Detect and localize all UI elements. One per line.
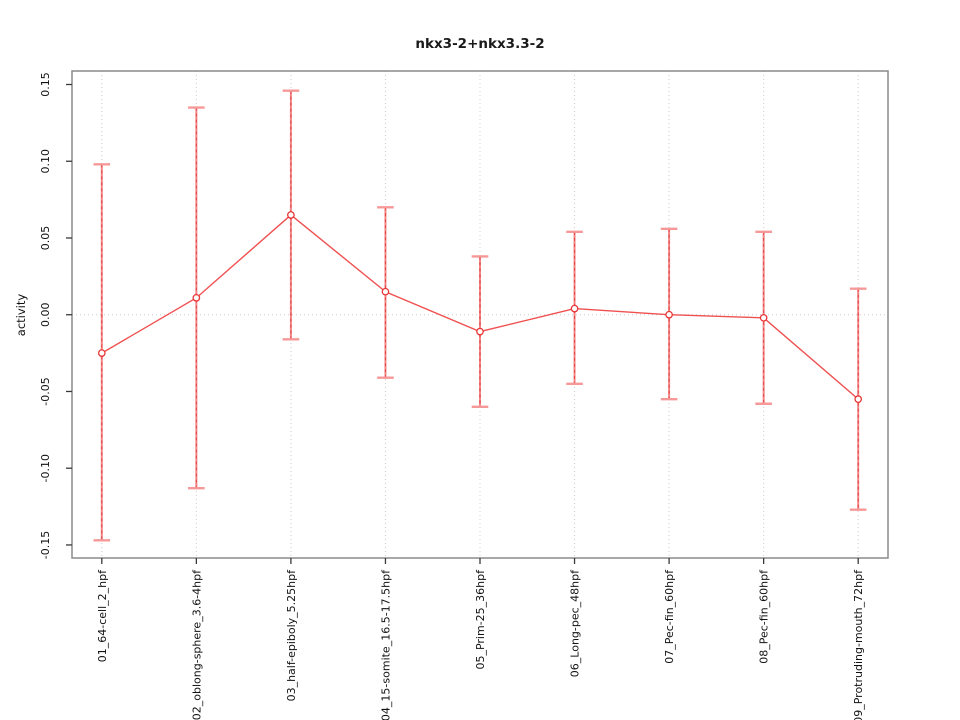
x-tick-label: 09_Protruding-mouth_72hpf xyxy=(852,569,865,720)
data-point xyxy=(759,313,768,322)
plot-area: -0.15 -0.10 -0.05 0.00 0.05 0.10 0.15 01_64-cel… xyxy=(39,70,889,720)
x-tick-label: 08_Pec-fin_60hpf xyxy=(758,569,771,664)
x-tick-label: 07_Pec-fin_60hpf xyxy=(663,569,676,664)
data-point xyxy=(287,211,295,219)
data-point xyxy=(97,349,106,357)
data-point xyxy=(192,293,201,302)
y-tick-label: -0.10 xyxy=(39,454,52,482)
y-tick-label: 0.00 xyxy=(39,302,52,327)
y-tick-label: -0.05 xyxy=(39,377,52,405)
data-point xyxy=(854,395,863,403)
x-tick-label: 03_half-epiboly_5.25hpf xyxy=(285,569,298,702)
x-tick-label: 02_oblong-sphere_3.6-4hpf xyxy=(190,569,203,720)
x-tick-label: 05_Prim-25_36hpf xyxy=(474,569,487,670)
chart-title: nkx3-2+nkx3.3-2 xyxy=(415,36,544,52)
data-point xyxy=(570,304,579,313)
y-tick-label: 0.05 xyxy=(39,226,52,251)
y-tick-label: 0.15 xyxy=(39,72,52,97)
data-point xyxy=(476,327,484,336)
x-tick-label: 04_15-somite_16.5-17.5hpf xyxy=(379,569,392,720)
x-tick-label: 01_64-cell_2_hpf xyxy=(96,569,109,662)
data-point xyxy=(665,310,673,319)
y-axis-title: activity xyxy=(14,294,28,337)
data-point xyxy=(381,287,390,296)
y-tick-label: -0.15 xyxy=(39,531,52,559)
y-tick-label: 0.10 xyxy=(39,149,52,174)
x-tick-label: 06_Long-pec_48hpf xyxy=(569,569,582,677)
